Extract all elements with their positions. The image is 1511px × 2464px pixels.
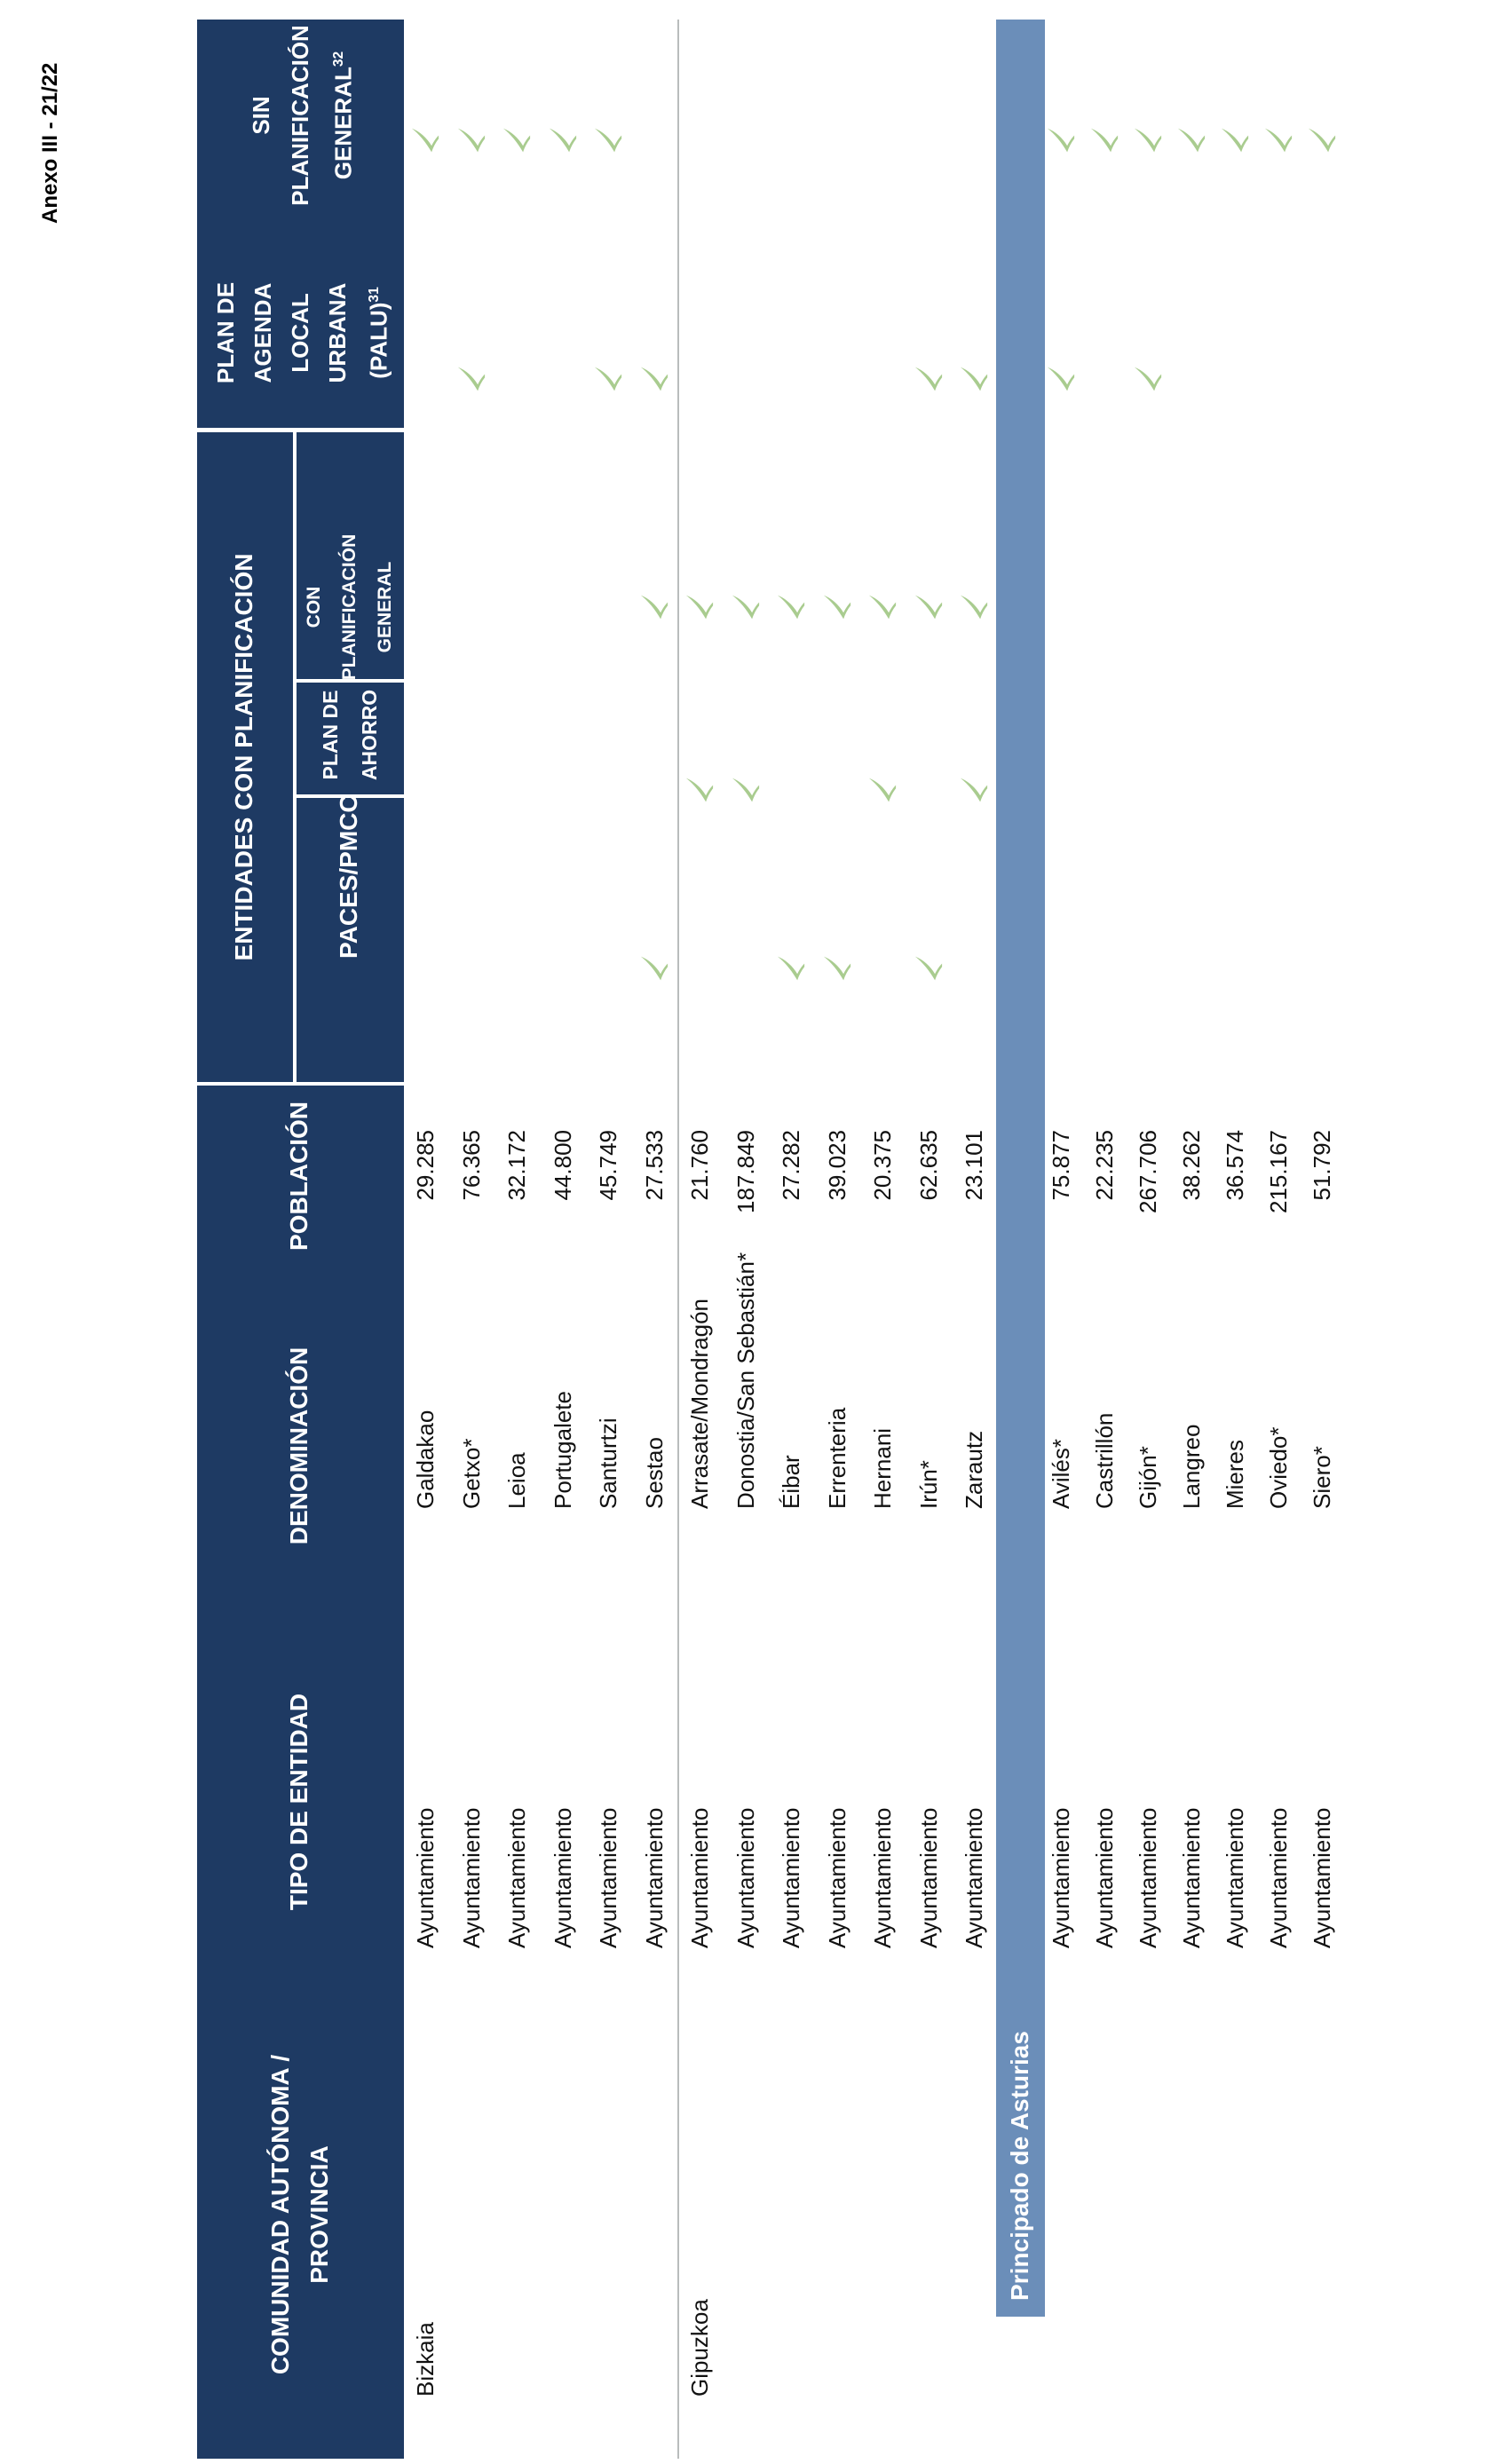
row-tipo-text: Ayuntamiento bbox=[961, 1807, 987, 1948]
header-divider bbox=[197, 428, 404, 432]
row-tipo-text: Ayuntamiento bbox=[412, 1807, 439, 1948]
check-icon bbox=[685, 595, 714, 620]
row-poblacion-text: 51.792 bbox=[1309, 1130, 1335, 1201]
row-poblacion-text: 44.800 bbox=[549, 1130, 576, 1201]
row-poblacion-text: 75.877 bbox=[1048, 1130, 1074, 1201]
check-icon bbox=[457, 367, 485, 391]
row-poblacion-text: 39.023 bbox=[823, 1130, 850, 1201]
check-icon bbox=[1264, 128, 1293, 153]
row-poblacion-text: 29.285 bbox=[412, 1130, 439, 1201]
check-icon bbox=[640, 367, 668, 391]
row-poblacion-text: 36.574 bbox=[1222, 1130, 1248, 1201]
row-poblacion-text: 38.262 bbox=[1178, 1130, 1205, 1201]
row-tipo-text: Ayuntamiento bbox=[549, 1807, 576, 1948]
check-icon bbox=[914, 595, 942, 620]
row-tipo-text: Ayuntamiento bbox=[503, 1807, 530, 1948]
row-poblacion-text: 32.172 bbox=[503, 1130, 530, 1201]
row-poblacion-text: 76.365 bbox=[457, 1130, 485, 1201]
check-icon bbox=[960, 595, 988, 620]
province-label: Gipuzkoa bbox=[686, 2299, 713, 2397]
asturias-section-band bbox=[996, 20, 1045, 2317]
row-tipo-text: Ayuntamiento bbox=[914, 1807, 942, 1948]
row-poblacion-text: 21.760 bbox=[686, 1130, 713, 1201]
row-poblacion-text: 187.849 bbox=[732, 1130, 759, 1213]
check-icon bbox=[777, 956, 805, 981]
row-tipo-text: Ayuntamiento bbox=[869, 1807, 896, 1948]
province-label: Bizkaia bbox=[412, 2322, 439, 2397]
row-tipo-text: Ayuntamiento bbox=[686, 1807, 713, 1948]
row-poblacion-text: 267.706 bbox=[1135, 1130, 1161, 1213]
row-poblacion-text: 45.749 bbox=[595, 1130, 621, 1201]
row-tipo-text: Ayuntamiento bbox=[1135, 1807, 1161, 1948]
table-header-band bbox=[197, 20, 404, 2459]
check-icon bbox=[960, 367, 988, 391]
check-icon bbox=[914, 367, 942, 391]
row-poblacion-text: 22.235 bbox=[1091, 1130, 1118, 1201]
header-divider bbox=[197, 1082, 404, 1086]
header-divider bbox=[297, 794, 404, 798]
check-icon bbox=[1047, 128, 1075, 153]
check-icon bbox=[502, 128, 531, 153]
row-tipo-text: Ayuntamiento bbox=[823, 1807, 850, 1948]
check-icon bbox=[1177, 128, 1206, 153]
check-icon bbox=[777, 595, 805, 620]
check-icon bbox=[457, 128, 485, 153]
row-poblacion-text: 27.533 bbox=[640, 1130, 668, 1201]
row-tipo-text: Ayuntamiento bbox=[1222, 1807, 1248, 1948]
check-icon bbox=[1134, 367, 1162, 391]
row-tipo-text: Ayuntamiento bbox=[778, 1807, 804, 1948]
row-poblacion-text: 215.167 bbox=[1265, 1130, 1292, 1213]
check-icon bbox=[1134, 128, 1162, 153]
check-icon bbox=[594, 367, 622, 391]
check-icon bbox=[868, 595, 897, 620]
row-tipo-text: Ayuntamiento bbox=[1309, 1807, 1335, 1948]
row-tipo-text: Ayuntamiento bbox=[1265, 1807, 1292, 1948]
check-icon bbox=[823, 595, 850, 620]
check-icon bbox=[640, 956, 668, 981]
row-tipo-text: Ayuntamiento bbox=[1048, 1807, 1074, 1948]
check-icon bbox=[640, 595, 668, 620]
header-divider bbox=[297, 679, 404, 683]
check-icon bbox=[823, 956, 850, 981]
check-icon bbox=[1221, 128, 1249, 153]
check-icon bbox=[732, 595, 759, 620]
row-poblacion-text: 62.635 bbox=[914, 1130, 942, 1201]
check-icon bbox=[1047, 367, 1075, 391]
row-poblacion-text: 27.282 bbox=[778, 1130, 804, 1201]
row-tipo-text: Ayuntamiento bbox=[1178, 1807, 1205, 1948]
row-tipo-text: Ayuntamiento bbox=[595, 1807, 621, 1948]
row-tipo-text: Ayuntamiento bbox=[1091, 1807, 1118, 1948]
check-icon bbox=[594, 128, 622, 153]
row-poblacion-text: 23.101 bbox=[961, 1130, 987, 1201]
check-icon bbox=[1308, 128, 1336, 153]
province-separator-line bbox=[677, 20, 679, 2459]
check-icon bbox=[960, 778, 988, 802]
check-icon bbox=[1090, 128, 1119, 153]
check-icon bbox=[868, 778, 897, 802]
row-poblacion-text: 20.375 bbox=[869, 1130, 896, 1201]
check-icon bbox=[685, 778, 714, 802]
row-tipo-text: Ayuntamiento bbox=[457, 1807, 485, 1948]
row-tipo-text: Ayuntamiento bbox=[640, 1807, 668, 1948]
check-icon bbox=[549, 128, 576, 153]
row-tipo-text: Ayuntamiento bbox=[732, 1807, 759, 1948]
check-icon bbox=[732, 778, 759, 802]
check-icon bbox=[411, 128, 439, 153]
header-strip-divider bbox=[293, 432, 297, 1082]
check-icon bbox=[914, 956, 942, 981]
